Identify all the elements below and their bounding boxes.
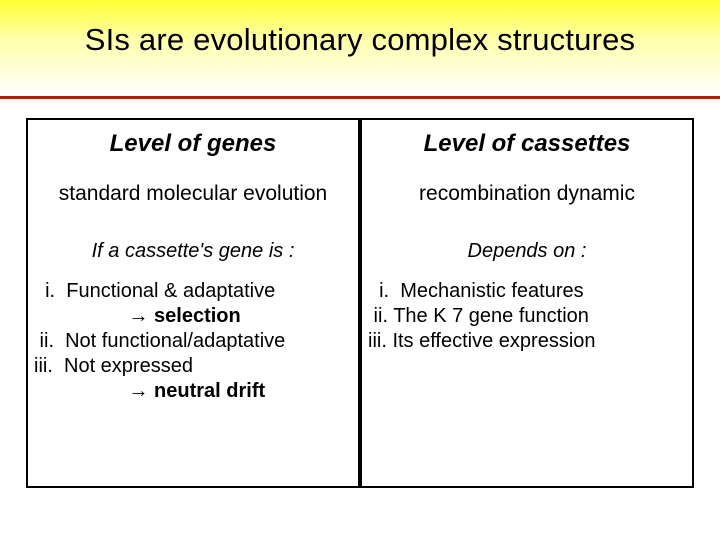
box-genes-sub2: If a cassette's gene is : bbox=[28, 240, 358, 263]
slide-title: SIs are evolutionary complex structures bbox=[0, 22, 720, 58]
list-item: ii. The K 7 gene function bbox=[368, 304, 684, 329]
list-item: → neutral drift bbox=[34, 379, 350, 404]
list-item: iii. Not expressed bbox=[34, 354, 350, 379]
list-item: iii. Its effective expression bbox=[368, 329, 684, 354]
arrow-right-icon: → bbox=[128, 380, 148, 402]
box-genes-sub1: standard molecular evolution bbox=[28, 182, 358, 206]
list-item: → selection bbox=[34, 304, 350, 329]
box-cassettes-list: i. Mechanistic features ii. The K 7 gene… bbox=[362, 279, 692, 354]
horizontal-rule bbox=[0, 96, 720, 99]
box-cassettes: Level of cassettes recombination dynamic… bbox=[360, 118, 694, 488]
box-genes-heading: Level of genes bbox=[28, 130, 358, 158]
box-cassettes-sub2: Depends on : bbox=[362, 240, 692, 263]
box-genes-list: i. Functional & adaptative → selection i… bbox=[28, 279, 358, 404]
arrow-right-icon: → bbox=[128, 305, 148, 327]
box-cassettes-heading: Level of cassettes bbox=[362, 130, 692, 158]
list-item: i. Functional & adaptative bbox=[34, 279, 350, 304]
list-item: ii. Not functional/adaptative bbox=[34, 329, 350, 354]
box-cassettes-sub1: recombination dynamic bbox=[362, 182, 692, 206]
list-item: i. Mechanistic features bbox=[368, 279, 684, 304]
content-stage: Level of genes standard molecular evolut… bbox=[26, 118, 694, 508]
slide: SIs are evolutionary complex structures … bbox=[0, 0, 720, 540]
box-genes: Level of genes standard molecular evolut… bbox=[26, 118, 360, 488]
